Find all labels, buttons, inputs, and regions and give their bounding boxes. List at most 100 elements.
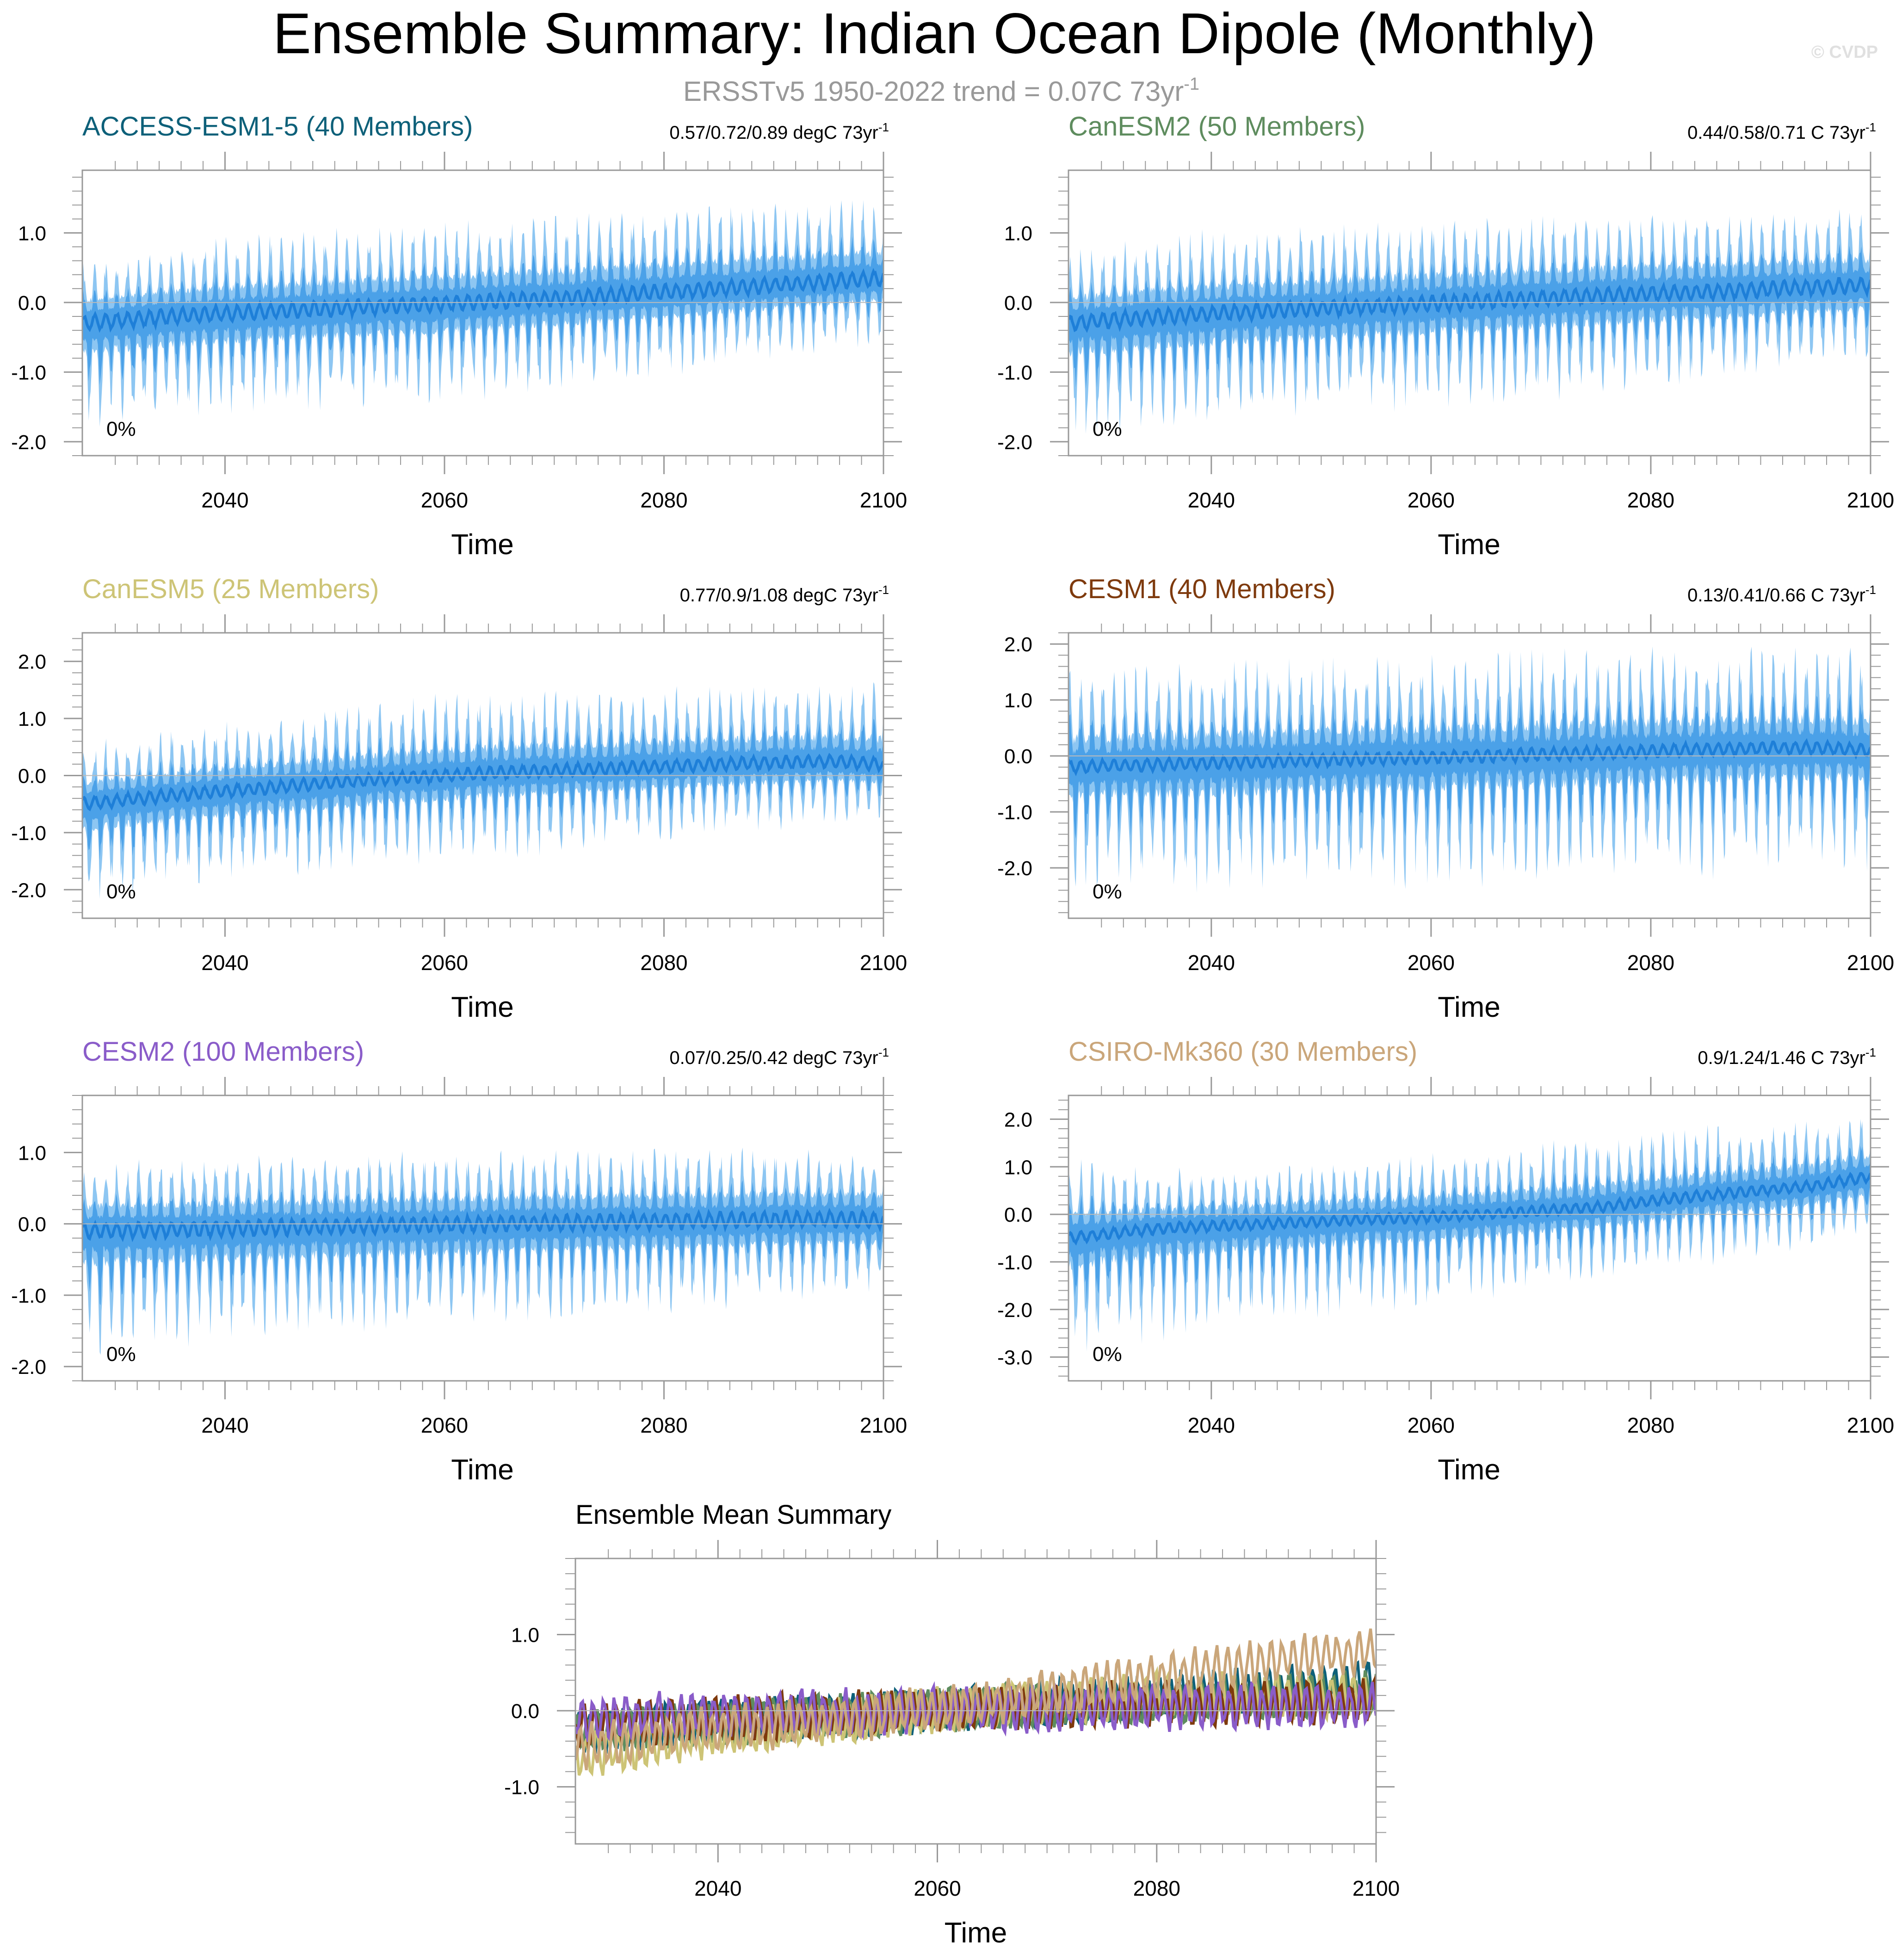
y-tick-label: -2.0: [997, 1299, 1032, 1322]
plot-area: [575, 1628, 1376, 1777]
x-axis-label: Time: [1438, 991, 1500, 1023]
ensemble-mean-line: [1068, 276, 1871, 333]
y-tick-label: -1.0: [997, 361, 1032, 384]
x-tick-label: 2040: [1188, 488, 1235, 512]
x-axis-label: Time: [451, 991, 513, 1023]
y-tick-label: -1.0: [11, 822, 46, 845]
ensemble-mean-line: [82, 753, 883, 811]
ensemble-spread-band: [82, 719, 883, 860]
ensemble-mean-line: [82, 1207, 883, 1243]
x-tick-label: 2040: [694, 1876, 741, 1900]
ensemble-mean-line: [1068, 738, 1871, 777]
panel-7: Ensemble Mean Summary -1.0 0.0 1.0 2040 2060 2…: [504, 1500, 1400, 1949]
panel-5: CESM2 (100 Members) 0.07/0.25/0.42 degC 7…: [11, 1037, 907, 1486]
panel-trend-sup: -1: [878, 583, 889, 597]
y-tick-label: 1.0: [18, 1142, 46, 1164]
panel-3: CanESM5 (25 Members) 0.77/0.9/1.08 degC 7…: [11, 574, 907, 1023]
panel-trend: 0.07/0.25/0.42 degC 73yr-1: [669, 1045, 889, 1068]
plot-area: [82, 1147, 883, 1355]
y-tick-label: 2.0: [1004, 1108, 1032, 1131]
plot-frame: [81, 169, 884, 457]
panel-trend: 0.77/0.9/1.08 degC 73yr-1: [680, 583, 889, 606]
x-axis-label: Time: [1438, 529, 1500, 561]
figure-subtitle-sup: -1: [1184, 74, 1199, 94]
plot-area: [82, 682, 883, 899]
panel-4: CESM1 (40 Members) 0.13/0.41/0.66 C 73yr-…: [997, 574, 1894, 1023]
panel-title: CSIRO-Mk360 (30 Members): [1068, 1037, 1417, 1067]
plot-frame: [1068, 1094, 1871, 1382]
plot-frame: [1068, 169, 1871, 457]
figure-title: Ensemble Summary: Indian Ocean Dipole (M…: [273, 2, 1596, 66]
panel-trend-sup: -1: [878, 120, 889, 134]
percent-label: 0%: [1093, 880, 1122, 903]
x-tick-label: 2060: [1408, 1413, 1455, 1437]
panel-title: Ensemble Mean Summary: [575, 1500, 891, 1530]
x-tick-label: 2080: [1627, 951, 1674, 975]
plot-area: [1068, 646, 1871, 893]
watermark: © CVDP: [1811, 43, 1878, 62]
y-tick-label: 1.0: [511, 1624, 539, 1647]
y-tick-label: -1.0: [11, 1285, 46, 1307]
y-tick-label: -1.0: [997, 1251, 1032, 1274]
panel-title: ACCESS-ESM1-5 (40 Members): [82, 111, 473, 142]
x-tick-label: 2080: [640, 1413, 687, 1437]
y-tick-label: -1.0: [997, 801, 1032, 824]
y-tick-label: -1.0: [504, 1776, 539, 1799]
percent-label: 0%: [106, 418, 136, 440]
panel-title: CanESM5 (25 Members): [82, 574, 379, 604]
x-tick-label: 2040: [1188, 1413, 1235, 1437]
panel-trend-main: 0.9/1.24/1.46 C 73yr: [1698, 1048, 1865, 1068]
y-tick-label: -2.0: [11, 879, 46, 902]
y-tick-label: 0.0: [1004, 745, 1032, 768]
x-tick-label: 2040: [201, 488, 248, 512]
panel-trend-sup: -1: [1865, 1045, 1876, 1059]
y-tick-label: -2.0: [11, 1356, 46, 1379]
percent-label: 0%: [106, 1343, 136, 1366]
figure-subtitle: ERSSTv5 1950-2022 trend = 0.07C 73yr-1: [683, 74, 1199, 107]
panel-trend-main: 0.13/0.41/0.66 C 73yr: [1687, 585, 1865, 606]
x-tick-label: 2100: [1847, 1413, 1894, 1437]
x-tick-label: 2040: [201, 1413, 248, 1437]
plot-area: [1068, 1119, 1871, 1352]
panel-title: CESM2 (100 Members): [82, 1037, 364, 1067]
x-tick-label: 2100: [860, 951, 907, 975]
ensemble-mean-line: [82, 268, 883, 333]
y-tick-label: 0.0: [1004, 1204, 1032, 1226]
plot-frame: [1068, 632, 1871, 919]
panel-6: CSIRO-Mk360 (30 Members) 0.9/1.24/1.46 C …: [997, 1037, 1894, 1486]
x-tick-label: 2080: [1133, 1876, 1180, 1900]
y-tick-label: -2.0: [997, 431, 1032, 454]
x-tick-label: 2060: [914, 1876, 961, 1900]
ensemble-spread-band: [82, 1180, 883, 1305]
y-tick-label: 1.0: [18, 222, 46, 245]
plot-area: [82, 200, 883, 427]
x-axis-label: Time: [945, 1917, 1007, 1949]
y-tick-label: 2.0: [18, 651, 46, 674]
plot-area: [1068, 209, 1871, 434]
x-tick-label: 2100: [1352, 1876, 1400, 1900]
y-tick-label: -1.0: [11, 361, 46, 384]
x-tick-label: 2100: [1847, 488, 1894, 512]
series-line-csiro-mk360: [575, 1628, 1376, 1770]
panel-trend: 0.57/0.72/0.89 degC 73yr-1: [669, 120, 889, 143]
panel-trend-sup: -1: [1865, 120, 1876, 134]
x-axis-label: Time: [451, 529, 513, 561]
percent-label: 0%: [1093, 1343, 1122, 1366]
y-tick-label: -2.0: [11, 431, 46, 454]
x-tick-label: 2080: [640, 951, 687, 975]
y-tick-label: 1.0: [1004, 689, 1032, 712]
panel-trend: 0.9/1.24/1.46 C 73yr-1: [1698, 1045, 1876, 1068]
panel-1: ACCESS-ESM1-5 (40 Members) 0.57/0.72/0.89…: [11, 111, 907, 561]
ensemble-spread-band: [1068, 244, 1871, 389]
x-tick-label: 2060: [421, 488, 468, 512]
y-tick-label: -2.0: [997, 857, 1032, 880]
ensemble-spread-band: [1068, 1145, 1871, 1305]
panel-trend-main: 0.77/0.9/1.08 degC 73yr: [680, 585, 878, 606]
y-tick-label: 1.0: [1004, 222, 1032, 245]
x-axis-label: Time: [451, 1454, 513, 1486]
plot-frame: [574, 1558, 1377, 1845]
x-tick-label: 2080: [640, 488, 687, 512]
y-tick-label: 0.0: [18, 292, 46, 315]
x-tick-label: 2040: [1188, 951, 1235, 975]
